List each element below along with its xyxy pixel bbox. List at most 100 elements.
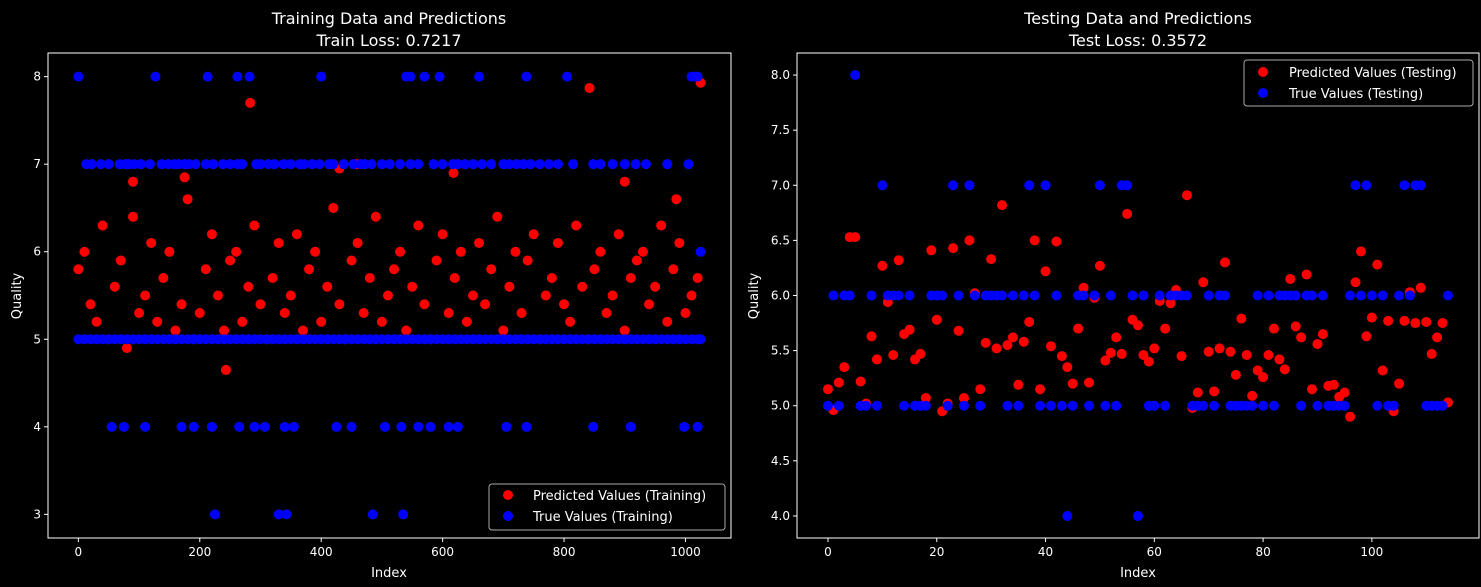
testing-point bbox=[1007, 290, 1018, 301]
training-point bbox=[79, 246, 90, 257]
training-point bbox=[328, 159, 339, 170]
testing-point bbox=[948, 180, 959, 191]
training-point bbox=[144, 159, 155, 170]
training-point bbox=[467, 159, 478, 170]
training-legend: Predicted Values (Training) True Values … bbox=[488, 483, 726, 531]
testing-point bbox=[1263, 350, 1274, 361]
training-point bbox=[279, 308, 290, 319]
testing-point bbox=[1062, 362, 1073, 373]
testing-point bbox=[1426, 348, 1437, 359]
training-point bbox=[501, 421, 512, 432]
testing-point bbox=[1252, 365, 1263, 376]
training-point bbox=[461, 316, 472, 327]
testing-point bbox=[1317, 329, 1328, 340]
training-point bbox=[413, 421, 424, 432]
training-axes-frame bbox=[47, 52, 732, 539]
testing-point bbox=[964, 235, 975, 246]
training-point bbox=[692, 272, 703, 283]
training-point bbox=[518, 159, 529, 170]
training-y-tick-label: 4 bbox=[33, 420, 41, 434]
training-point bbox=[206, 421, 217, 432]
testing-legend-box bbox=[1243, 59, 1474, 107]
training-point bbox=[91, 316, 102, 327]
training-chart-subtitle: Train Loss: 0.7217 bbox=[315, 31, 461, 50]
testing-point bbox=[991, 343, 1002, 354]
training-y-tick-label: 7 bbox=[33, 157, 41, 171]
testing-point bbox=[1410, 318, 1421, 329]
testing-point bbox=[1285, 273, 1296, 284]
training-point bbox=[668, 264, 679, 275]
training-point bbox=[382, 290, 393, 301]
training-point bbox=[568, 159, 579, 170]
testing-point bbox=[1209, 386, 1220, 397]
training-point bbox=[595, 159, 606, 170]
testing-point bbox=[1056, 400, 1067, 411]
training-point bbox=[398, 509, 409, 520]
testing-point bbox=[1111, 400, 1122, 411]
testing-point bbox=[1198, 400, 1209, 411]
testing-point bbox=[1105, 290, 1116, 301]
testing-point bbox=[1388, 400, 1399, 411]
testing-point bbox=[937, 290, 948, 301]
training-x-tick-label: 200 bbox=[188, 545, 211, 559]
testing-point bbox=[1138, 350, 1149, 361]
training-point bbox=[565, 316, 576, 327]
training-point bbox=[269, 159, 280, 170]
testing-legend-marker-true bbox=[1258, 88, 1268, 98]
testing-point bbox=[904, 324, 915, 335]
training-point bbox=[103, 159, 114, 170]
training-point bbox=[358, 308, 369, 319]
training-point bbox=[504, 159, 515, 170]
training-point bbox=[434, 71, 445, 82]
training-point bbox=[540, 290, 551, 301]
training-point bbox=[118, 421, 129, 432]
testing-point bbox=[1029, 235, 1040, 246]
training-point bbox=[243, 281, 254, 292]
training-point bbox=[134, 308, 145, 319]
training-point bbox=[225, 255, 236, 266]
training-point bbox=[310, 246, 321, 257]
testing-point bbox=[866, 290, 877, 301]
training-point bbox=[146, 237, 157, 248]
testing-point bbox=[1035, 400, 1046, 411]
training-point bbox=[431, 255, 442, 266]
training-point bbox=[291, 229, 302, 240]
testing-point bbox=[964, 180, 975, 191]
testing-y-tick-label: 8.0 bbox=[771, 68, 790, 82]
training-point bbox=[322, 281, 333, 292]
training-point bbox=[625, 272, 636, 283]
training-point bbox=[140, 421, 151, 432]
testing-point bbox=[871, 354, 882, 365]
training-point bbox=[546, 272, 557, 283]
training-x-axis-label: Index bbox=[371, 566, 407, 581]
testing-point bbox=[1078, 282, 1089, 293]
testing-point bbox=[1045, 400, 1056, 411]
testing-point bbox=[926, 245, 937, 256]
testing-point bbox=[1133, 510, 1143, 521]
training-point bbox=[259, 421, 270, 432]
testing-point bbox=[1258, 372, 1269, 383]
training-point bbox=[128, 176, 138, 187]
testing-point bbox=[844, 290, 855, 301]
testing-point bbox=[1307, 384, 1318, 395]
training-chart: Training Data and Predictions Train Loss… bbox=[10, 9, 732, 581]
testing-point bbox=[915, 348, 926, 359]
training-point bbox=[637, 246, 648, 257]
testing-point bbox=[958, 400, 969, 411]
training-point bbox=[452, 421, 463, 432]
testing-point bbox=[1355, 246, 1366, 257]
training-chart-title: Training Data and Predictions bbox=[271, 9, 507, 28]
training-point bbox=[299, 159, 310, 170]
testing-point bbox=[1067, 378, 1078, 389]
training-point bbox=[121, 343, 132, 354]
training-point bbox=[452, 159, 463, 170]
testing-y-axis-label: Quality bbox=[747, 272, 762, 319]
testing-point bbox=[1203, 290, 1214, 301]
training-point bbox=[194, 308, 205, 319]
testing-point bbox=[1377, 290, 1388, 301]
testing-point bbox=[1013, 379, 1024, 390]
training-point bbox=[480, 299, 491, 310]
training-point bbox=[220, 364, 231, 375]
training-point bbox=[370, 211, 381, 222]
training-legend-box bbox=[488, 483, 726, 531]
